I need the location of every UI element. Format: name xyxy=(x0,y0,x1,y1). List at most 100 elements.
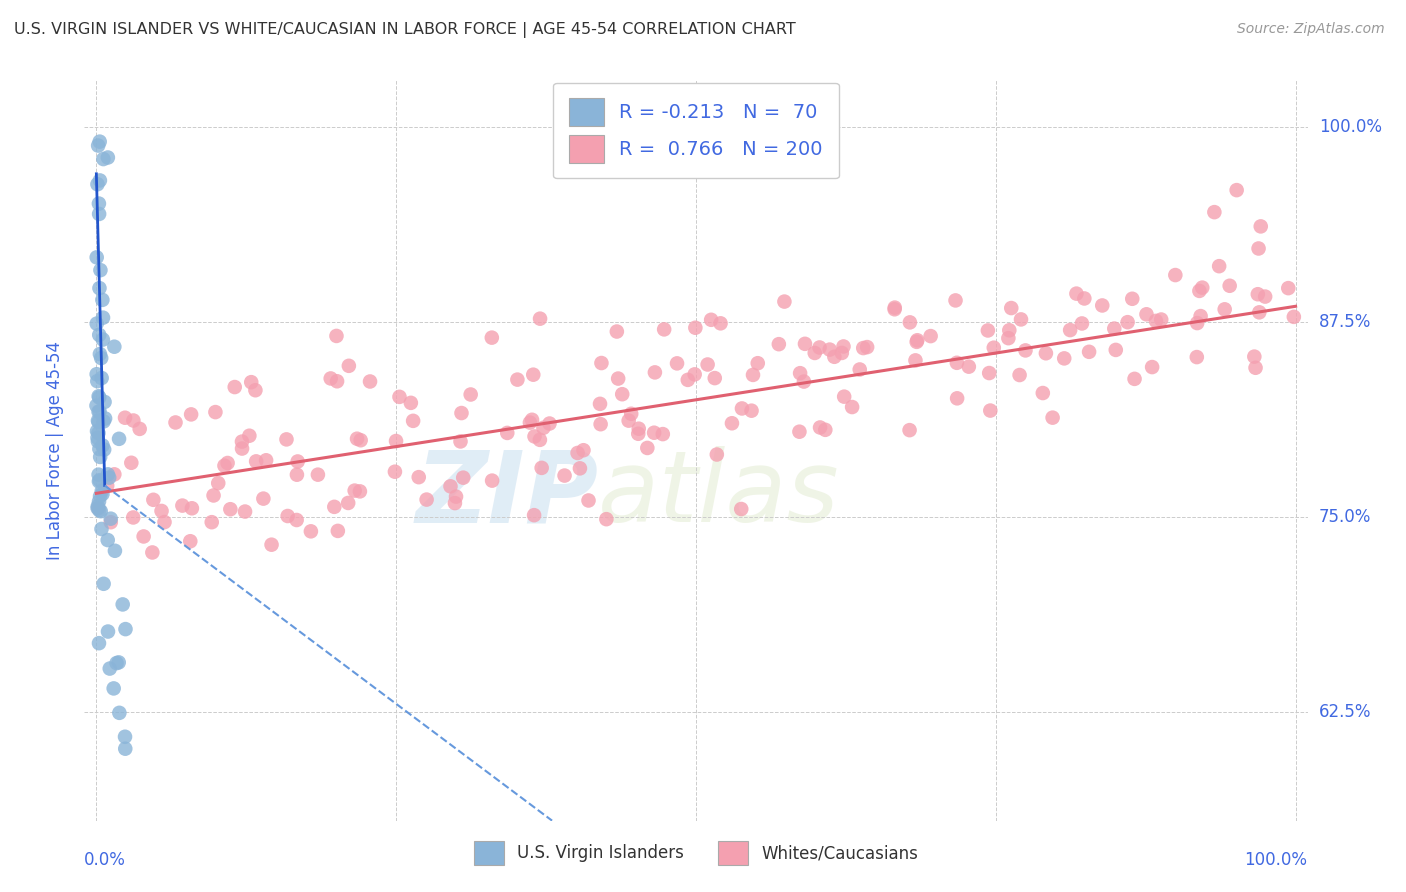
Point xyxy=(607,371,630,385)
Point xyxy=(86,399,108,413)
Text: 75.0%: 75.0% xyxy=(1319,508,1371,525)
Point xyxy=(1191,280,1213,294)
Point xyxy=(89,135,111,149)
Point xyxy=(945,293,967,308)
Point xyxy=(89,281,111,295)
Point xyxy=(141,545,163,559)
Text: 0.0%: 0.0% xyxy=(84,851,127,869)
Point xyxy=(245,383,267,397)
Point xyxy=(1066,286,1088,301)
Point xyxy=(1123,372,1146,386)
Point xyxy=(89,503,111,517)
Point xyxy=(104,543,127,558)
Point xyxy=(207,476,229,491)
Point xyxy=(326,524,349,538)
Point xyxy=(89,442,111,456)
Point xyxy=(946,356,969,370)
Point xyxy=(1219,278,1241,293)
Point xyxy=(323,500,346,514)
Point xyxy=(98,662,121,676)
Point xyxy=(87,636,110,650)
Text: ZIP: ZIP xyxy=(415,446,598,543)
Text: 100.0%: 100.0% xyxy=(1319,118,1382,136)
Point xyxy=(450,406,472,420)
Point xyxy=(852,341,875,355)
Point xyxy=(998,323,1021,337)
Point xyxy=(808,420,831,434)
Point xyxy=(741,403,763,417)
Point xyxy=(481,474,503,488)
Point xyxy=(165,416,187,430)
Point xyxy=(91,487,114,501)
Point xyxy=(768,337,790,351)
Point xyxy=(1185,316,1208,330)
Point xyxy=(87,389,110,403)
Text: 87.5%: 87.5% xyxy=(1319,313,1371,331)
Point xyxy=(122,413,145,427)
Point xyxy=(957,359,980,374)
Point xyxy=(231,442,253,456)
Point xyxy=(114,410,136,425)
Point xyxy=(1121,292,1143,306)
Point xyxy=(883,301,905,315)
Point xyxy=(307,467,329,482)
Point xyxy=(977,323,1000,337)
Point xyxy=(86,431,108,445)
Point xyxy=(1053,351,1076,366)
Y-axis label: In Labor Force | Age 45-54: In Labor Force | Age 45-54 xyxy=(45,341,63,560)
Point xyxy=(114,622,136,636)
Point xyxy=(91,310,114,325)
Point xyxy=(103,340,125,354)
Point xyxy=(252,491,274,506)
Point xyxy=(1277,281,1299,295)
Point xyxy=(238,428,260,442)
Point xyxy=(481,331,503,345)
Point xyxy=(898,315,921,329)
Point xyxy=(86,374,108,388)
Point xyxy=(606,325,628,339)
Point xyxy=(1116,315,1139,329)
Text: U.S. VIRGIN ISLANDER VS WHITE/CAUCASIAN IN LABOR FORCE | AGE 45-54 CORRELATION C: U.S. VIRGIN ISLANDER VS WHITE/CAUCASIAN … xyxy=(14,22,796,38)
Point xyxy=(1032,386,1054,401)
Point xyxy=(589,397,612,411)
Point xyxy=(841,400,863,414)
Point xyxy=(979,403,1001,417)
Text: Source: ZipAtlas.com: Source: ZipAtlas.com xyxy=(1237,22,1385,37)
Point xyxy=(1042,410,1064,425)
Point xyxy=(1189,309,1212,323)
Point xyxy=(1073,292,1095,306)
Point xyxy=(103,681,125,696)
Point xyxy=(676,373,699,387)
Point xyxy=(86,424,108,438)
Point xyxy=(460,387,482,401)
Point xyxy=(595,512,617,526)
Point xyxy=(359,375,381,389)
Point xyxy=(773,294,796,309)
Point xyxy=(1243,350,1265,364)
Point xyxy=(350,434,373,448)
Point xyxy=(285,467,308,482)
Point xyxy=(202,488,225,502)
Point xyxy=(204,405,226,419)
Point xyxy=(285,513,308,527)
Point xyxy=(87,138,110,153)
Point xyxy=(86,251,108,265)
Point xyxy=(905,333,928,347)
Point xyxy=(904,353,927,368)
Point xyxy=(1247,242,1270,256)
Point xyxy=(589,417,612,432)
Point xyxy=(1091,298,1114,312)
Point xyxy=(180,408,202,422)
Point xyxy=(385,434,408,448)
Point xyxy=(93,152,115,166)
Point xyxy=(450,434,472,449)
Point xyxy=(89,173,111,187)
Point xyxy=(1282,310,1305,324)
Point xyxy=(277,508,299,523)
Point xyxy=(114,741,136,756)
Point xyxy=(620,407,643,421)
Point xyxy=(538,417,561,431)
Point xyxy=(997,331,1019,345)
Point xyxy=(111,598,134,612)
Point xyxy=(1010,312,1032,326)
